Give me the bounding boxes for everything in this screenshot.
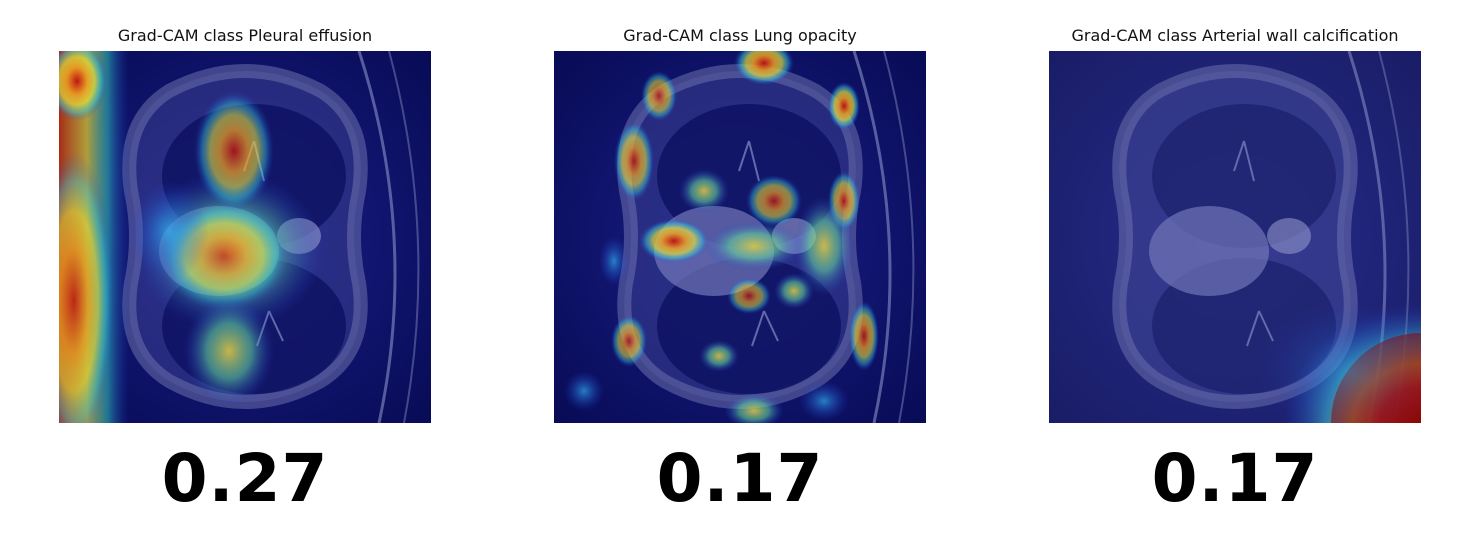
gradcam-panel-pleural-effusion: Grad-CAM class Pleural effusion 0.27	[59, 0, 431, 553]
gradcam-panel-arterial-wall-calcification: Grad-CAM class Arterial wall calcificati…	[1049, 0, 1421, 553]
panel-title: Grad-CAM class Pleural effusion	[117, 26, 373, 45]
prediction-score: 0.17	[1151, 440, 1319, 517]
panel-title: Grad-CAM class Arterial wall calcificati…	[1071, 26, 1399, 45]
gradcam-heatmap-image	[1049, 51, 1421, 423]
gradcam-heatmap-image	[554, 51, 926, 423]
prediction-score: 0.27	[161, 440, 329, 517]
prediction-score: 0.17	[656, 440, 824, 517]
gradcam-heatmap-image	[59, 51, 431, 423]
gradcam-panel-lung-opacity: Grad-CAM class Lung opacity 0.17	[554, 0, 926, 553]
panel-title: Grad-CAM class Lung opacity	[623, 26, 857, 45]
